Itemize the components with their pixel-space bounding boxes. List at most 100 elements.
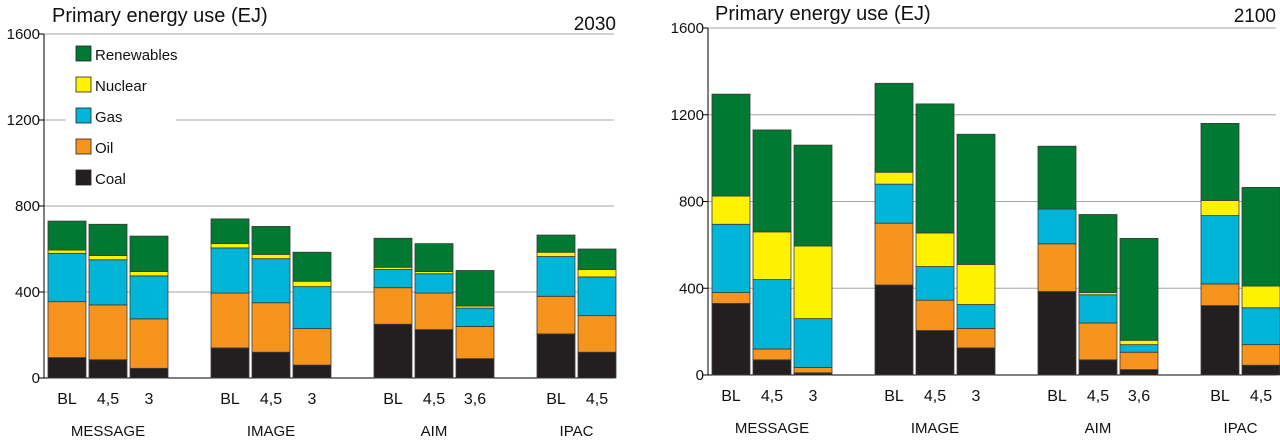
bar-segment-renewables xyxy=(1078,214,1118,293)
category-label: 4,5 xyxy=(1087,388,1109,405)
legend-swatch-oil xyxy=(75,138,92,155)
bar-segment-gas xyxy=(1078,294,1118,324)
y-tick-label: 1600 xyxy=(7,26,40,43)
bar-segment-renewables xyxy=(373,237,413,268)
legend-label-oil: Oil xyxy=(95,140,113,157)
bar-segment-coal xyxy=(752,359,792,376)
bar-segment-gas xyxy=(88,259,128,306)
category-label: BL xyxy=(546,391,566,408)
category-label: BL xyxy=(220,391,240,408)
bar-segment-oil xyxy=(251,302,291,353)
y-tick-label: 1600 xyxy=(671,20,704,37)
chart-title: Primary energy use (EJ) xyxy=(715,3,931,25)
bar-segment-gas xyxy=(455,307,495,327)
bar-segment-gas xyxy=(1037,208,1077,245)
chart-2030: 0 400 800 1200 1600 Primary energy use (EJ) 20… xyxy=(7,5,617,440)
bar-segment-renewables xyxy=(414,243,454,272)
bar-segment-oil xyxy=(1078,322,1118,361)
bar-segment-coal xyxy=(915,330,955,376)
bar-segment-nuclear xyxy=(251,253,291,260)
bar-segment-coal xyxy=(210,347,250,379)
bar-segment-coal xyxy=(414,329,454,379)
bar-segment-oil xyxy=(88,304,128,361)
bar-segment-renewables xyxy=(874,82,914,173)
bar-segment-renewables xyxy=(292,251,332,282)
bar-segment-renewables xyxy=(1241,187,1280,287)
bar-segment-nuclear xyxy=(292,280,332,288)
bar-segment-oil xyxy=(210,292,250,349)
category-label: 4,5 xyxy=(586,391,608,408)
bar-segment-oil xyxy=(414,292,454,331)
group-label: AIM xyxy=(1085,420,1112,437)
bar-segment-gas xyxy=(414,273,454,294)
category-label: 4,5 xyxy=(761,388,783,405)
bar-segment-nuclear xyxy=(1119,339,1159,346)
legend-label-nuclear: Nuclear xyxy=(95,78,147,95)
bar-segment-gas xyxy=(251,258,291,304)
bar-segment-renewables xyxy=(1119,237,1159,341)
bar-segment-oil xyxy=(1037,243,1077,292)
bar-segment-coal xyxy=(711,303,751,376)
bar-segment-oil xyxy=(711,292,751,304)
bar-segment-nuclear xyxy=(129,271,169,277)
category-label: BL xyxy=(1047,388,1067,405)
bar-segment-coal xyxy=(1078,359,1118,376)
bar-segment-gas xyxy=(752,279,792,350)
bar-segment-gas xyxy=(711,223,751,293)
bar-segment-nuclear xyxy=(577,269,617,278)
category-label: 3 xyxy=(809,388,818,405)
bar-segment-gas xyxy=(292,286,332,329)
category-label: 3 xyxy=(308,391,317,408)
bar-segment-renewables xyxy=(210,218,250,245)
category-label: BL xyxy=(383,391,403,408)
bar-segment-oil xyxy=(292,328,332,366)
y-tick-label: 800 xyxy=(15,198,40,215)
bar-segment-nuclear xyxy=(793,245,833,320)
bar-segment-coal xyxy=(88,359,128,379)
legend-label-coal: Coal xyxy=(95,171,126,188)
bar-segment-nuclear xyxy=(915,232,955,267)
bar-segment-renewables xyxy=(915,103,955,234)
category-label: 3 xyxy=(972,388,981,405)
bar-segment-renewables xyxy=(577,248,617,270)
legend-label-gas: Gas xyxy=(95,109,123,126)
bar-segment-gas xyxy=(129,275,169,320)
bar-segment-renewables xyxy=(1037,145,1077,210)
category-label: BL xyxy=(57,391,77,408)
bar-segment-gas xyxy=(956,304,996,329)
bar-segment-renewables xyxy=(455,270,495,307)
bar-segment-nuclear xyxy=(88,255,128,261)
bar-segment-coal xyxy=(373,323,413,379)
bar-segment-nuclear xyxy=(47,249,87,254)
bar-segment-gas xyxy=(915,266,955,301)
bar-segment-coal xyxy=(1119,369,1159,376)
bar-segment-renewables xyxy=(956,133,996,265)
legend-swatch-nuclear xyxy=(75,76,92,93)
group-label: AIM xyxy=(421,423,448,440)
bar-segment-gas xyxy=(536,256,576,297)
bar-segment-coal xyxy=(455,358,495,379)
category-label: BL xyxy=(1210,388,1230,405)
bar-segment-nuclear xyxy=(1241,285,1280,309)
bar-segment-oil xyxy=(793,367,833,374)
bar-segment-gas xyxy=(1200,215,1240,285)
category-label: BL xyxy=(721,388,741,405)
y-tick-label: 1200 xyxy=(671,107,704,124)
y-tick-label: 0 xyxy=(32,370,40,387)
category-label: 4,5 xyxy=(260,391,282,408)
y-tick-label: 400 xyxy=(15,284,40,301)
bar-segment-coal xyxy=(874,284,914,376)
bar-segment-renewables xyxy=(752,129,792,233)
bar-segment-oil xyxy=(1241,344,1280,366)
category-label: 4,5 xyxy=(423,391,445,408)
group-label: MESSAGE xyxy=(735,420,809,437)
bar-segment-oil xyxy=(915,299,955,331)
bar-segment-renewables xyxy=(793,144,833,247)
bar-segment-oil xyxy=(956,327,996,349)
bar-segment-gas xyxy=(874,183,914,224)
category-label: 3 xyxy=(145,391,154,408)
bar-segment-renewables xyxy=(536,234,576,253)
chart-title: Primary energy use (EJ) xyxy=(52,5,268,27)
bar-segment-nuclear xyxy=(956,263,996,305)
